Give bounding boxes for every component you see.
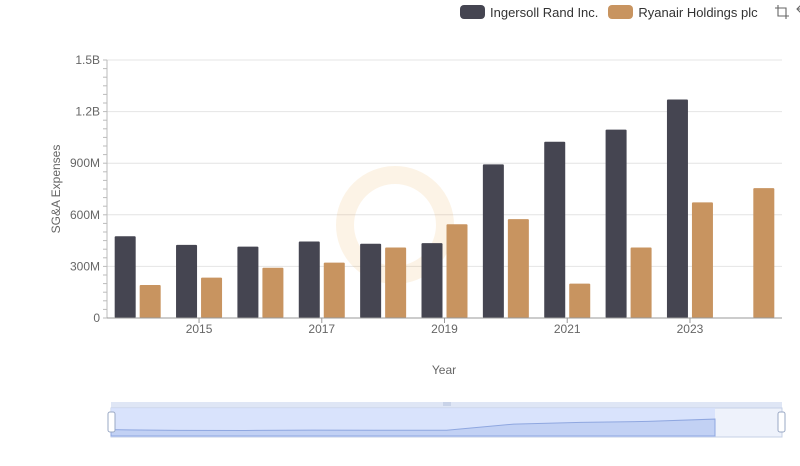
bar-ingersoll-2023[interactable] [666,99,688,318]
legend-label-ryanair: Ryanair Holdings plc [638,4,758,20]
legend-swatch-ryanair [608,5,634,19]
bar-ingersoll-2021[interactable] [544,141,566,318]
y-tick-label: 1.5B [75,53,100,67]
x-tick-label: 2021 [554,322,581,336]
bar-ryanair-2019[interactable] [446,224,468,318]
datazoom-grip[interactable] [443,402,451,406]
restore-icon[interactable] [795,4,800,20]
x-tick-label: 2015 [186,322,213,336]
x-tick-label: 2023 [677,322,704,336]
legend-label-ingersoll: Ingersoll Rand Inc. [490,4,599,20]
bar-ryanair-2021[interactable] [569,283,591,318]
bar-ingersoll-2016[interactable] [237,246,259,318]
x-axis-title: Year [432,363,456,377]
bar-ingersoll-2018[interactable] [360,243,382,318]
bar-ryanair-2018[interactable] [385,247,407,318]
y-tick-label: 600M [70,208,100,222]
legend-item-ingersoll[interactable]: Ingersoll Rand Inc. [460,5,598,20]
bar-ryanair-2015[interactable] [201,277,223,318]
y-tick-label: 900M [70,156,100,170]
legend: Ingersoll Rand Inc. Ryanair Holdings plc [460,4,800,20]
datazoom-left-handle[interactable] [107,411,116,433]
bar-ryanair-2023[interactable] [691,202,713,318]
y-tick-label: 0 [93,311,100,325]
datazoom-right-handle[interactable] [777,411,786,433]
legend-swatch-ingersoll [460,5,485,19]
x-tick-label: 2017 [308,322,335,336]
bar-ingersoll-2020[interactable] [482,164,504,318]
bar-ingersoll-2017[interactable] [298,241,320,318]
bar-ryanair-2017[interactable] [323,262,345,318]
bar-ryanair-2022[interactable] [630,247,652,318]
y-tick-label: 1.2B [75,105,100,119]
bar-ingersoll-2019[interactable] [421,243,443,318]
bar-ingersoll-2015[interactable] [176,244,198,318]
y-tick-label: 300M [70,259,100,273]
legend-item-ryanair[interactable]: Ryanair Holdings plc [608,4,758,20]
bar-ingersoll-2014[interactable] [114,236,136,318]
zoom-icon[interactable] [774,4,790,20]
bar-ryanair-2016[interactable] [262,267,284,318]
bar-ryanair-2014[interactable] [139,284,161,318]
y-axis-title: SG&A Expenses [49,145,63,234]
bar-ingersoll-2022[interactable] [605,129,627,318]
bar-ryanair-2024[interactable] [753,188,775,318]
datazoom-preview [110,418,716,437]
bar-ryanair-2020[interactable] [507,219,529,318]
x-tick-label: 2019 [431,322,458,336]
